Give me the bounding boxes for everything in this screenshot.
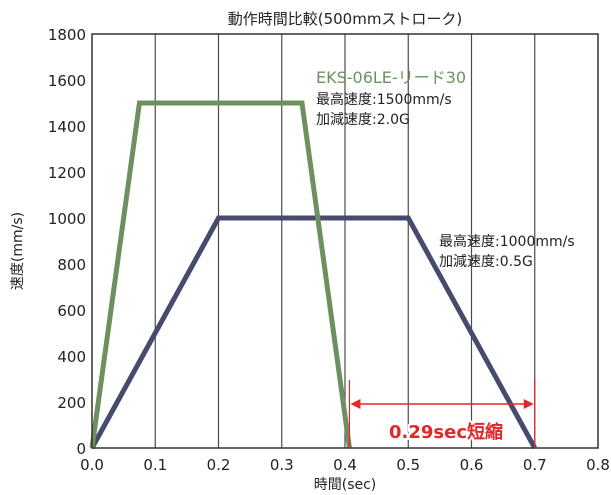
y-tick-label: 600: [57, 302, 86, 320]
x-tick-label: 0.3: [270, 456, 294, 474]
series-line-eks-06le: [89, 100, 352, 449]
blue-accel-label: 加減速度:0.5G: [439, 253, 533, 270]
x-tick-label: 0.2: [207, 456, 231, 474]
y-tick-label: 1200: [48, 164, 86, 182]
y-tick-label: 1400: [48, 118, 86, 136]
series-lines: [89, 100, 537, 450]
x-tick-labels: 0.0 0.1 0.2 0.3 0.4 0.5 0.6 0.7 0.8: [80, 456, 610, 474]
y-tick-label: 200: [57, 394, 86, 412]
y-tick-label: 1800: [48, 26, 86, 44]
x-tick-label: 0.1: [143, 456, 167, 474]
y-tick-label: 0: [76, 440, 86, 458]
x-tick-label: 0.4: [333, 456, 357, 474]
plot-frame: [91, 33, 599, 449]
green-max-speed-label: 最高速度:1500mm/s: [316, 91, 452, 108]
y-tick-label: 1600: [48, 72, 86, 90]
reduction-arrow-head-left: [350, 399, 361, 409]
x-tick-label: 0.7: [523, 456, 547, 474]
reduction-label: 0.29sec短縮: [389, 421, 503, 443]
x-tick-label: 0.8: [586, 456, 610, 474]
x-tick-label: 0.6: [460, 456, 484, 474]
y-tick-label: 800: [57, 256, 86, 274]
blue-max-speed-label: 最高速度:1000mm/s: [439, 233, 575, 250]
x-tick-label: 0.5: [396, 456, 420, 474]
x-axis-label: 時間(sec): [314, 477, 377, 493]
x-tick-label: 0.0: [80, 456, 104, 474]
reduction-arrow-head-right: [523, 399, 534, 409]
green-accel-label: 加減速度:2.0G: [316, 111, 410, 128]
chart-title: 動作時間比較(500mmストローク): [228, 10, 463, 28]
series-line-compare: [89, 215, 537, 450]
y-axis-label: 速度(mm/s): [10, 212, 26, 290]
y-tick-label: 1000: [48, 210, 86, 228]
green-series-label: EKS-06LE-リード30: [316, 68, 466, 87]
annotations: [348, 380, 536, 448]
y-tick-label: 400: [57, 348, 86, 366]
y-tick-labels: 0 200 400 600 800 1000 1200 1400 1600 1800: [48, 26, 86, 458]
